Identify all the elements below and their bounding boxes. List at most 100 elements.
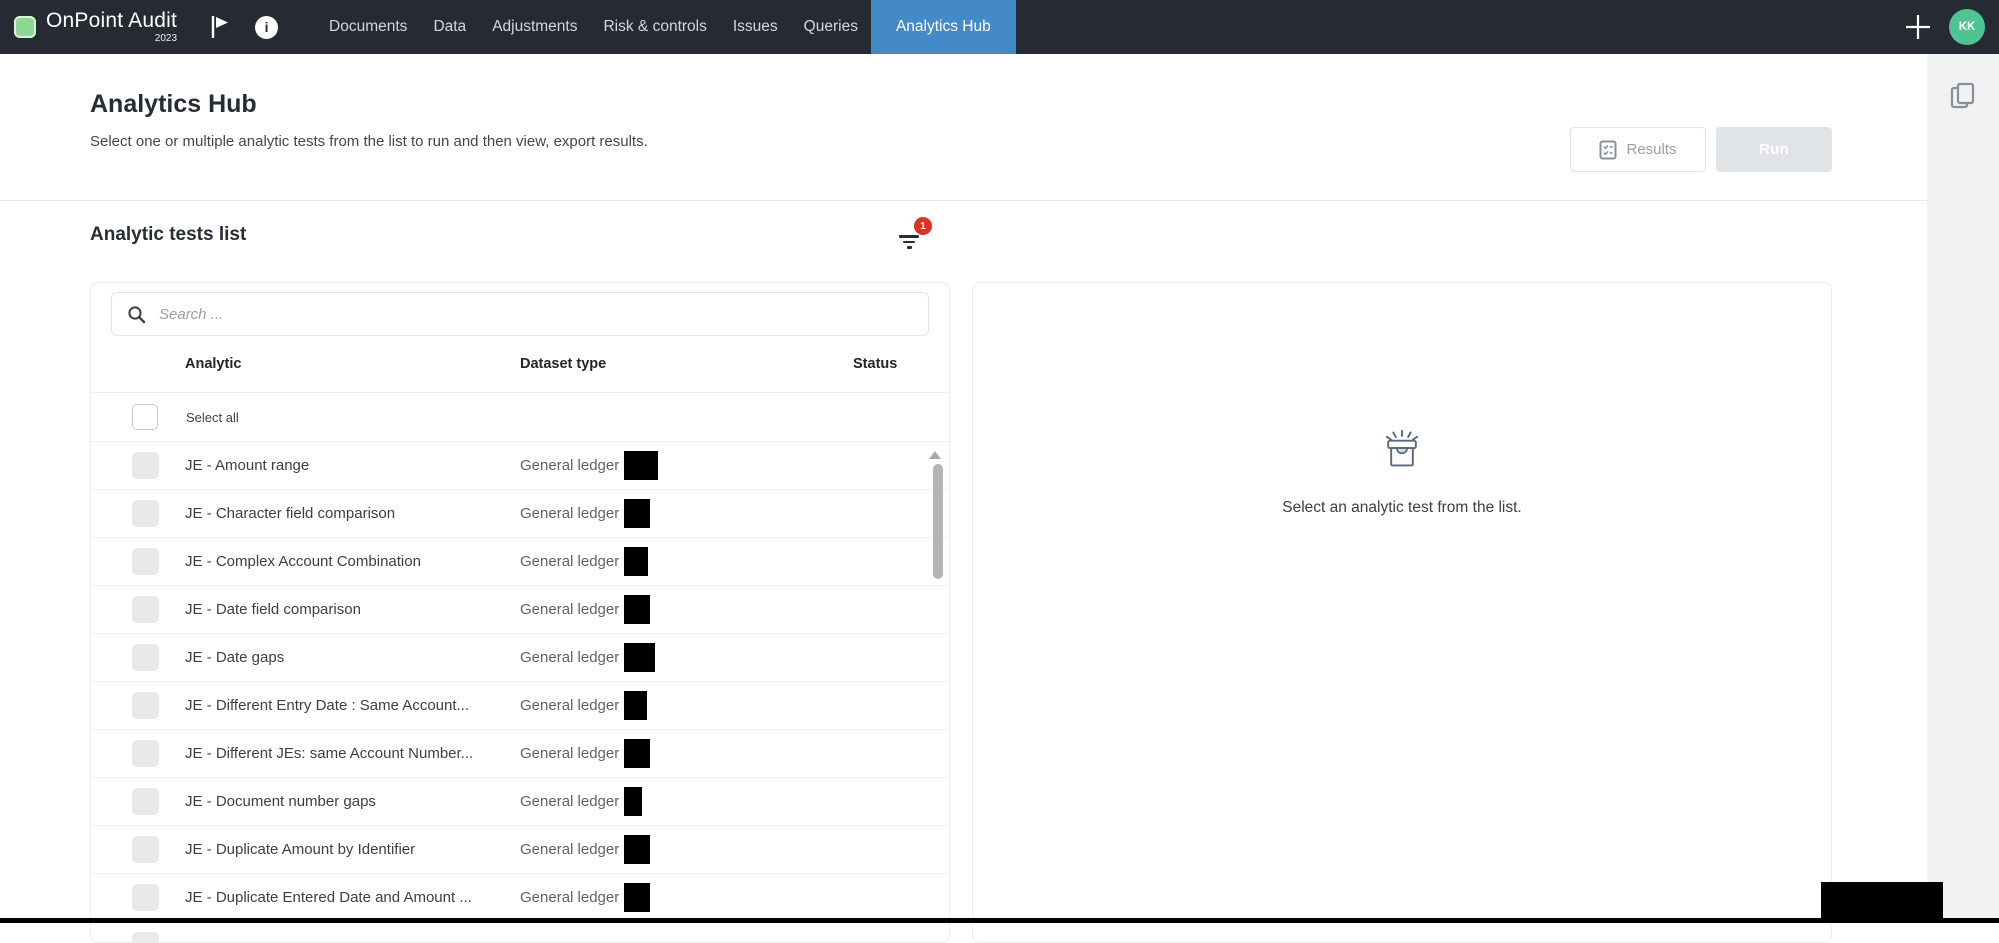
- app-title: OnPoint Audit: [46, 9, 178, 32]
- column-header-analytic: Analytic: [185, 356, 242, 372]
- tab-queries[interactable]: Queries: [803, 18, 858, 35]
- dataset-type: General ledger: [520, 835, 853, 864]
- logo-icon: [14, 16, 36, 38]
- redacted-box: [624, 883, 651, 912]
- row-checkbox[interactable]: [132, 500, 159, 527]
- column-header-dataset-type: Dataset type: [520, 356, 607, 372]
- row-checkbox[interactable]: [132, 548, 159, 575]
- dataset-type: General ledger: [520, 595, 853, 624]
- search-icon: [128, 305, 146, 323]
- row-checkbox[interactable]: [132, 884, 159, 911]
- scrollbar-up-arrow[interactable]: [929, 451, 941, 459]
- analytic-name: JE - Duplicate Entered Date and Amount .…: [185, 889, 472, 906]
- scrollbar-thumb[interactable]: [933, 464, 943, 579]
- tab-analytics-hub[interactable]: Analytics Hub: [870, 0, 1016, 54]
- redacted-box: [624, 595, 651, 624]
- row-checkbox[interactable]: [132, 644, 159, 671]
- dataset-type: General ledger: [520, 739, 853, 768]
- app-logo[interactable]: OnPoint Audit 2023: [14, 10, 177, 44]
- select-all-checkbox[interactable]: [132, 404, 158, 430]
- page-title: Analytics Hub: [90, 90, 257, 118]
- list-item[interactable]: JE - Different Entry Date : Same Account…: [91, 682, 949, 730]
- tab-issues[interactable]: Issues: [732, 18, 778, 35]
- analytic-name: JE - Different JEs: same Account Number.…: [185, 745, 474, 762]
- analytic-name: JE - Duplicate Amount by Identifier: [185, 841, 416, 858]
- section-title: Analytic tests list: [90, 224, 247, 245]
- redacted-bottom-bar: [0, 918, 1999, 923]
- analytic-name: JE - Amount range: [185, 457, 310, 474]
- row-checkbox[interactable]: [132, 788, 159, 815]
- results-list-icon: [1599, 140, 1617, 159]
- redacted-box: [624, 787, 643, 816]
- dataset-type: General ledger: [520, 691, 853, 720]
- row-checkbox[interactable]: [132, 932, 159, 942]
- add-icon[interactable]: [1903, 12, 1933, 42]
- select-all-row: Select all: [91, 393, 949, 442]
- search-input[interactable]: [157, 304, 913, 324]
- dataset-type: General ledger: [520, 883, 853, 912]
- list-item[interactable]: JE - Date gaps General ledger: [91, 634, 949, 682]
- list-item[interactable]: JE - Different JEs: same Account Number.…: [91, 730, 949, 778]
- tab-documents[interactable]: Documents: [329, 18, 408, 35]
- tab-data[interactable]: Data: [433, 18, 467, 35]
- table-header: Analytic Dataset type Status: [91, 336, 949, 393]
- analytic-name: JE - Complex Account Combination: [185, 553, 421, 570]
- redacted-box: [624, 547, 649, 576]
- tab-risk-controls[interactable]: Risk & controls: [603, 18, 707, 35]
- dataset-type: General ledger: [520, 451, 853, 480]
- list-item[interactable]: JE - Duplicate Amount by Identifier Gene…: [91, 826, 949, 874]
- tab-adjustments[interactable]: Adjustments: [492, 18, 578, 35]
- pages-icon[interactable]: [1949, 81, 1977, 113]
- row-checkbox[interactable]: [132, 452, 159, 479]
- app-year: 2023: [154, 33, 178, 44]
- row-checkbox[interactable]: [132, 740, 159, 767]
- analytic-name: JE - Document number gaps: [185, 793, 376, 810]
- redacted-region: [1821, 882, 1943, 923]
- filter-icon[interactable]: 1: [898, 217, 932, 250]
- row-checkbox[interactable]: [132, 836, 159, 863]
- info-icon[interactable]: i: [255, 15, 279, 39]
- dataset-type: General ledger: [520, 787, 853, 816]
- flag-icon[interactable]: [209, 14, 231, 40]
- column-header-status: Status: [853, 356, 898, 372]
- top-bar: OnPoint Audit 2023 i Documents Data Adjust…: [0, 0, 1999, 54]
- list-item[interactable]: JE - Date field comparison General ledge…: [91, 586, 949, 634]
- results-button-label: Results: [1626, 141, 1677, 158]
- analytic-tests-panel: Analytic Dataset type Status Select all …: [90, 282, 950, 943]
- list-item-partial[interactable]: [91, 922, 949, 942]
- dataset-type: General ledger: [520, 547, 853, 576]
- filter-badge: 1: [914, 217, 932, 235]
- redacted-box: [624, 691, 648, 720]
- redacted-box: [624, 739, 651, 768]
- redacted-box: [624, 451, 659, 480]
- empty-state-text: Select an analytic test from the list.: [1282, 498, 1522, 516]
- analytic-name: JE - Date field comparison: [185, 601, 361, 618]
- row-checkbox[interactable]: [132, 692, 159, 719]
- list-item[interactable]: JE - Duplicate Entered Date and Amount .…: [91, 874, 949, 922]
- list-item[interactable]: JE - Character field comparison General …: [91, 490, 949, 538]
- results-button[interactable]: Results: [1570, 127, 1706, 172]
- redacted-box: [624, 499, 651, 528]
- run-button[interactable]: Run: [1716, 127, 1832, 172]
- dataset-type: General ledger: [520, 499, 853, 528]
- page-content: Analytics Hub Select one or multiple ana…: [0, 54, 1927, 943]
- right-rail: [1927, 54, 1999, 923]
- redacted-box: [624, 835, 651, 864]
- analytic-name: JE - Date gaps: [185, 649, 285, 666]
- search-box: [111, 292, 929, 336]
- analytic-name: JE - Character field comparison: [185, 505, 396, 522]
- list-item[interactable]: JE - Amount range General ledger: [91, 442, 949, 490]
- avatar[interactable]: KK: [1949, 9, 1985, 45]
- main-nav: Documents Data Adjustments Risk & controls I…: [316, 0, 1016, 54]
- redacted-box: [624, 643, 656, 672]
- analytic-rows: JE - Amount range General ledger JE - Ch…: [91, 442, 949, 942]
- select-all-label: Select all: [186, 409, 239, 425]
- analytic-name: JE - Different Entry Date : Same Account…: [185, 697, 470, 714]
- empty-box-icon: [1385, 429, 1419, 466]
- run-button-label: Run: [1758, 141, 1790, 158]
- row-checkbox[interactable]: [132, 596, 159, 623]
- list-item[interactable]: JE - Document number gaps General ledger: [91, 778, 949, 826]
- list-item[interactable]: JE - Complex Account Combination General…: [91, 538, 949, 586]
- dataset-type: General ledger: [520, 643, 853, 672]
- page-header: Analytics Hub Select one or multiple ana…: [0, 54, 1927, 201]
